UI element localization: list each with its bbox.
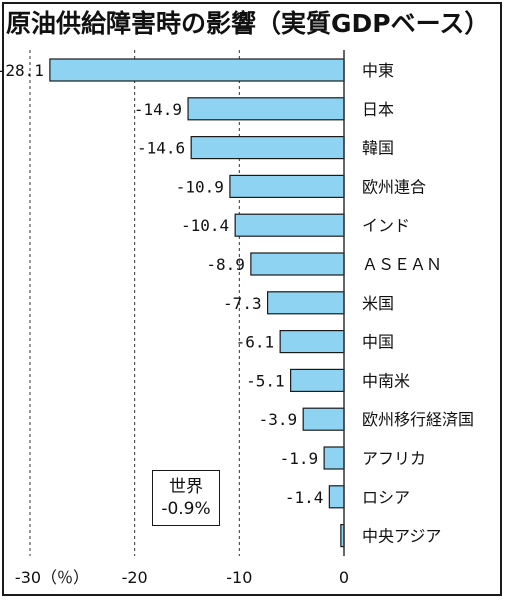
- category-label-9: 欧州移行経済国: [362, 410, 474, 429]
- bar-4: [234, 213, 345, 237]
- data-label-6: -7.3: [223, 294, 262, 313]
- data-label-0: -28.1: [0, 61, 44, 80]
- category-label-5: ＡＳＥＡＮ: [362, 255, 442, 274]
- data-label-10: -1.9: [280, 449, 319, 468]
- category-label-6: 米国: [362, 294, 394, 313]
- category-label-0: 中東: [362, 61, 394, 80]
- bar-5: [250, 252, 345, 276]
- bar-11: [328, 485, 345, 509]
- x-tick-label-1: -20: [122, 568, 148, 587]
- bar-10: [323, 446, 345, 470]
- chart-title: 原油供給障害時の影響（実質GDPベース）: [6, 9, 490, 38]
- bar-6: [266, 291, 345, 315]
- category-label-8: 中南米: [362, 371, 410, 390]
- category-label-4: インド: [362, 216, 410, 235]
- category-label-10: アフリカ: [362, 449, 426, 468]
- bar-9: [302, 407, 345, 431]
- data-label-7: -6.1: [236, 333, 275, 352]
- bar-3: [229, 174, 345, 198]
- data-label-8: -5.1: [246, 371, 285, 390]
- category-label-7: 中国: [362, 333, 394, 352]
- data-label-9: -3.9: [259, 410, 298, 429]
- data-label-1: -14.9: [134, 100, 182, 119]
- data-label-4: -10.4: [181, 216, 229, 235]
- world-value: -0.9%: [161, 499, 211, 519]
- data-label-2: -14.6: [137, 139, 185, 158]
- data-label-11: -1.4: [285, 488, 324, 507]
- category-label-12: 中央アジア: [362, 527, 441, 546]
- category-label-2: 韓国: [362, 139, 394, 158]
- world-annotation: 世界 -0.9%: [152, 470, 220, 526]
- data-label-3: -10.9: [176, 177, 224, 196]
- bar-8: [290, 368, 345, 392]
- category-label-11: ロシア: [362, 488, 410, 507]
- bar-7: [279, 330, 345, 354]
- world-label: 世界: [169, 477, 203, 497]
- category-label-3: 欧州連合: [362, 177, 426, 196]
- x-tick-label-3: 0: [339, 568, 349, 587]
- data-label-5: -8.9: [206, 255, 245, 274]
- x-tick-label-0: -30（％）: [15, 568, 89, 587]
- category-label-1: 日本: [362, 100, 394, 119]
- bar-1: [187, 97, 345, 121]
- bar-0: [49, 58, 345, 82]
- bar-2: [190, 136, 345, 160]
- x-tick-label-2: -10: [226, 568, 252, 587]
